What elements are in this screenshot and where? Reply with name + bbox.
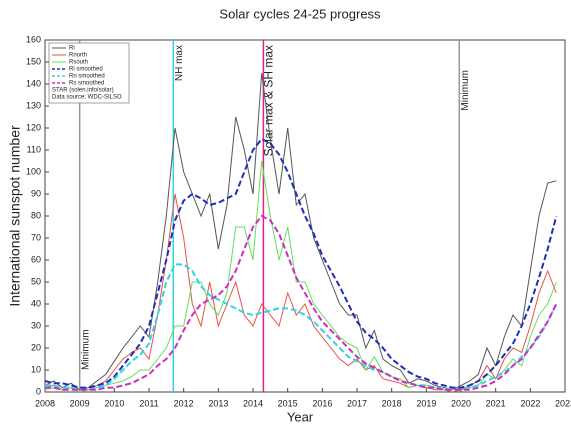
y-tick-label: 20 [31, 342, 41, 352]
y-tick-label: 90 [31, 188, 41, 198]
y-tick-label: 120 [26, 122, 41, 132]
y-tick-label: 110 [27, 144, 41, 154]
legend-label: Ri smoothed [69, 67, 103, 73]
y-tick-label: 10 [31, 364, 41, 374]
series-line [45, 214, 558, 391]
series-line [45, 160, 557, 392]
x-tick-label: 2016 [312, 398, 332, 408]
x-axis-label: Year [287, 409, 314, 424]
y-tick-label: 80 [31, 210, 41, 220]
legend-note: Data source: WDC-SILSO [52, 95, 122, 101]
legend-box [48, 42, 130, 104]
y-tick-label: 150 [26, 56, 41, 66]
legend-label: Rnorth [69, 53, 87, 59]
series-line [45, 193, 557, 392]
series-line [45, 263, 558, 391]
legend-label: Rsouth [69, 60, 88, 66]
x-tick-label: 2008 [35, 398, 55, 408]
x-tick-label: 2020 [451, 398, 471, 408]
x-tick-label: 2022 [520, 398, 540, 408]
legend-label: Ri [69, 46, 75, 52]
y-tick-label: 60 [31, 254, 41, 264]
x-tick-label: 2023 [555, 398, 571, 408]
chart-title: Solar cycles 24-25 progress [219, 6, 381, 21]
x-tick-label: 2010 [104, 398, 124, 408]
legend-note: STAR (solen.info/solar) [52, 88, 114, 94]
y-tick-label: 130 [26, 100, 41, 110]
x-tick-label: 2011 [139, 398, 158, 408]
y-tick-label: 70 [31, 232, 41, 242]
x-tick-label: 2014 [243, 398, 263, 408]
x-tick-label: 2017 [347, 398, 367, 408]
annotation-label: Minimum [80, 329, 91, 370]
series-line [45, 72, 557, 391]
annotation-label: Solar max & SH max [262, 45, 276, 156]
y-tick-label: 0 [36, 386, 41, 396]
y-tick-label: 140 [26, 78, 41, 88]
legend-label: Rn smoothed [69, 74, 105, 80]
y-tick-label: 50 [31, 276, 41, 286]
x-tick-label: 2012 [174, 398, 194, 408]
x-tick-label: 2018 [382, 398, 402, 408]
legend-label: Rs smoothed [69, 81, 104, 87]
y-tick-label: 160 [26, 34, 41, 44]
x-tick-label: 2015 [278, 398, 298, 408]
y-tick-label: 40 [31, 298, 41, 308]
series-line [45, 137, 558, 389]
annotation-label: NH max [174, 45, 185, 81]
y-tick-label: 100 [26, 166, 41, 176]
x-tick-label: 2021 [486, 398, 506, 408]
y-axis-label: International sunspot number [7, 125, 23, 307]
x-tick-label: 2009 [70, 398, 90, 408]
annotation-label: Minimum [460, 70, 471, 111]
x-tick-label: 2019 [416, 398, 436, 408]
plot-frame [44, 39, 566, 393]
x-tick-label: 2013 [208, 398, 228, 408]
y-tick-label: 30 [31, 320, 41, 330]
